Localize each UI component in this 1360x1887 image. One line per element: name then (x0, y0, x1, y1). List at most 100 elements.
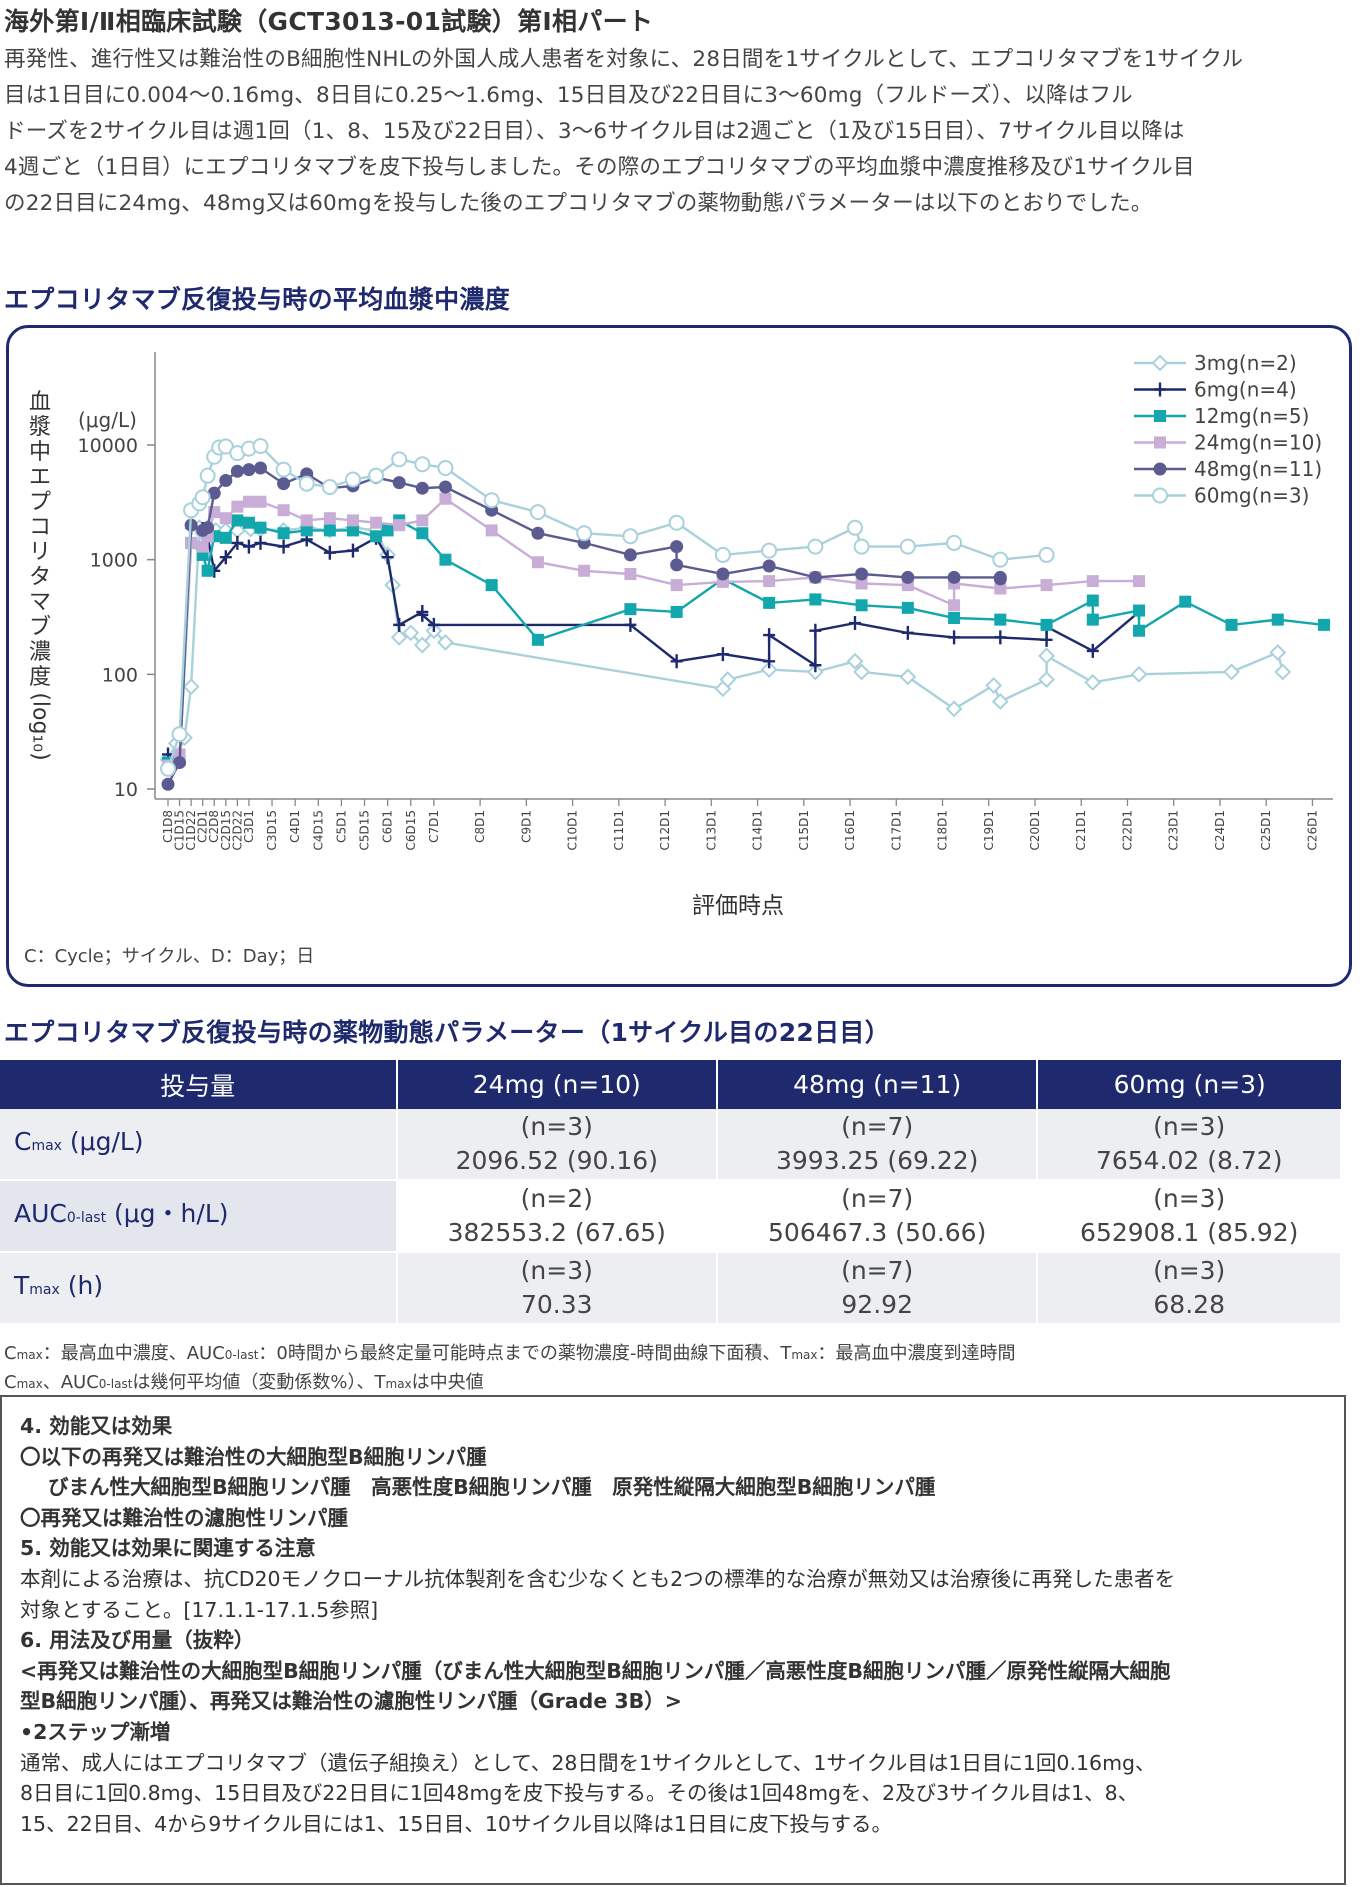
data-point (624, 567, 637, 580)
data-point (1154, 410, 1166, 422)
data-point (853, 538, 870, 555)
x-tick-label: C23D1 (1167, 810, 1181, 851)
pk-value-cell: (n=3) 68.28 (1037, 1252, 1342, 1325)
data-point (219, 550, 232, 565)
y-axis-label-char: コ (28, 515, 51, 540)
info-line: 15、22日目、4から9サイクル目には1、15日目、10サイクル目以降は1日目に… (20, 1811, 892, 1836)
y-axis-label-char: 血 (28, 390, 51, 415)
data-point (670, 579, 683, 592)
pk-value-cell: (n=7) 506467.3 (50.66) (716, 1180, 1039, 1253)
data-point (899, 538, 916, 555)
x-tick-label: C1D15 (173, 810, 187, 851)
pk-section-title: エプコリタマブ反復投与時の薬物動態パラメーター（1サイクル目の22日目） (4, 1018, 890, 1047)
data-point (624, 603, 637, 616)
y-axis-label: 血漿中エプコリタマブ濃度 (log₁₀) (20, 390, 60, 761)
info-line: 5. 効能又は効果に関連する注意 (20, 1536, 316, 1561)
x-tick-label: C2D22 (230, 810, 244, 851)
data-point (1271, 613, 1284, 626)
data-point (576, 525, 593, 542)
data-point (414, 456, 431, 473)
data-point (948, 630, 961, 645)
data-point (323, 512, 336, 525)
data-point (1084, 674, 1102, 691)
y-axis-label-suffix-wrap: (log₁₀) (6, 692, 74, 760)
x-tick-label: C15D1 (797, 810, 811, 851)
pk-cell-n: (n=3) (1153, 1112, 1226, 1141)
pk-table-row: Tmax (h) (n=3) 70.33 (n=7) 92.92 (n=3) 68.28 (0, 1252, 1342, 1325)
data-point (1223, 663, 1240, 681)
info-line: 〇再発又は難治性の濾胞性リンパ腫 (20, 1505, 348, 1530)
x-tick-label: C13D1 (704, 810, 718, 851)
data-point (809, 593, 822, 606)
x-tick-label: C4D15 (311, 810, 325, 851)
series-line (167, 518, 1325, 764)
data-point (368, 467, 385, 484)
x-tick-label: C20D1 (1028, 810, 1042, 851)
x-tick-label: C1D22 (184, 810, 198, 851)
data-point (427, 617, 440, 632)
pk-value-cell: (n=2) 382553.2 (67.65) (396, 1180, 718, 1253)
x-tick-label: C6D15 (404, 810, 418, 851)
data-point (761, 542, 778, 559)
legend-label: 48mg(n=11) (1194, 457, 1322, 481)
data-point (393, 519, 406, 532)
data-point (762, 559, 776, 573)
data-point (994, 582, 1007, 595)
data-point (370, 530, 383, 543)
data-point (171, 726, 188, 743)
data-point (253, 461, 267, 475)
data-point (991, 693, 1009, 710)
data-point (985, 677, 1003, 694)
data-point (201, 521, 215, 535)
data-point (230, 464, 244, 478)
data-point (1086, 594, 1099, 607)
data-point (945, 700, 963, 718)
x-tick-label: C14D1 (751, 810, 765, 851)
x-tick-label: C5D1 (334, 810, 348, 843)
data-point (1038, 546, 1055, 563)
intro-line: 目は1日目に0.004～0.16mg、8日目に0.25～1.6mg、15日目及び… (4, 83, 1133, 108)
data-point (1225, 618, 1238, 631)
info-line: 型B細胞リンパ腫）、再発又は難治性の濾胞性リンパ腫（Grade 3B）> (20, 1689, 682, 1714)
data-point (298, 475, 315, 492)
y-axis-unit: (μg/L) (78, 408, 137, 432)
data-point (1040, 579, 1053, 592)
data-point (578, 564, 591, 577)
data-point (173, 756, 187, 770)
data-point (242, 516, 255, 529)
info-line: 通常、成人にはエプコリタマブ（遺伝子組換え）として、28日間を1サイクルとして、… (20, 1750, 1156, 1775)
data-point (252, 438, 269, 455)
pk-row-header: AUC0-last (μg・h/L) (0, 1180, 398, 1253)
data-point (346, 524, 359, 537)
data-point (321, 479, 338, 496)
data-point (300, 524, 313, 537)
data-point (901, 570, 915, 584)
chart-section-title: エプコリタマブ反復投与時の平均血漿中濃度 (4, 285, 511, 314)
data-point (207, 486, 221, 500)
info-line: <再発又は難治性の大細胞型B細胞リンパ腫（びまん性大細胞型B細胞リンパ腫／高悪性… (20, 1658, 1171, 1683)
data-point (231, 514, 244, 527)
data-point (160, 760, 176, 777)
info-line: 本剤による治療は、抗CD20モノクローナル抗体製剤を含む少なくとも2つの標準的な… (20, 1566, 1176, 1591)
data-point (392, 476, 406, 490)
data-point (391, 451, 408, 468)
intro-line: ドーズを2サイクル目は週1回（1、8、15及び22日目）、3～6サイクル目は2週… (4, 119, 1185, 144)
pk-cell-value: 382553.2 (67.65) (447, 1218, 666, 1247)
data-point (670, 605, 683, 618)
intro-text: 再発性、進行性又は難治性のB細胞性NHLの外国人成人患者を対象に、28日間を1サ… (4, 42, 1356, 222)
data-point (437, 460, 454, 477)
data-point (853, 663, 871, 681)
data-point (948, 611, 961, 624)
data-point (1086, 575, 1099, 588)
data-point (402, 624, 420, 642)
data-point (993, 572, 1007, 586)
data-point (763, 596, 776, 609)
data-point (390, 628, 408, 646)
y-axis-label-char: ブ (28, 615, 51, 640)
data-point (277, 477, 291, 491)
x-tick-label: C24D1 (1213, 810, 1227, 851)
pk-cell-n: (n=3) (1153, 1184, 1226, 1213)
data-point (1133, 624, 1146, 637)
pk-cell-n: (n=7) (841, 1112, 914, 1141)
x-tick-label: C21D1 (1074, 810, 1088, 851)
